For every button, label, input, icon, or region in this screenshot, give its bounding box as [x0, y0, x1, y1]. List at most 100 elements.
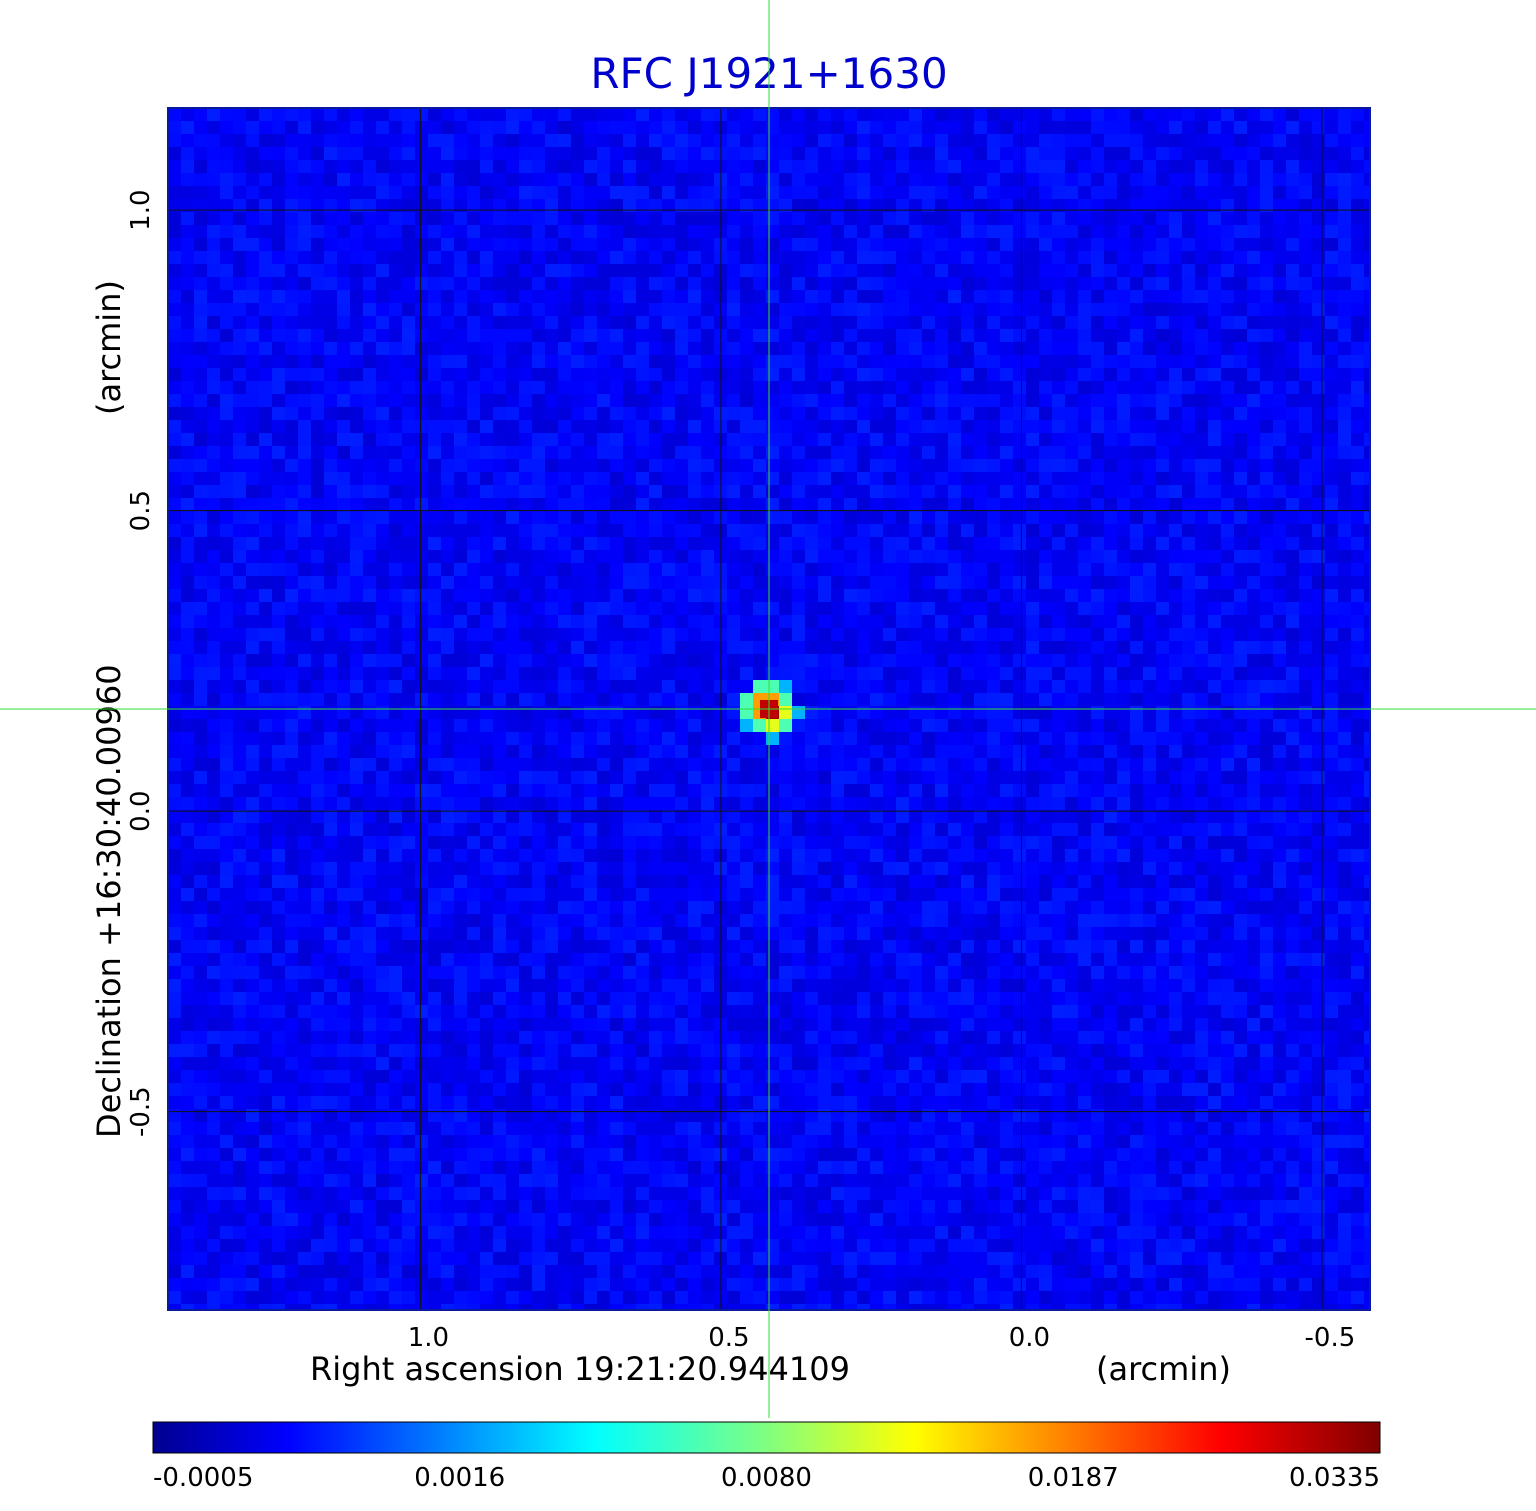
noise-cell — [948, 485, 961, 498]
noise-cell — [1234, 576, 1247, 589]
noise-cell — [987, 706, 1000, 719]
noise-cell — [389, 602, 402, 615]
noise-cell — [376, 316, 389, 329]
noise-cell — [1260, 368, 1273, 381]
noise-cell — [181, 472, 194, 485]
noise-cell — [1169, 134, 1182, 147]
noise-cell — [766, 654, 779, 667]
noise-cell — [649, 368, 662, 381]
noise-cell — [1000, 199, 1013, 212]
noise-cell — [584, 498, 597, 511]
noise-cell — [1130, 173, 1143, 186]
noise-cell — [727, 446, 740, 459]
noise-cell — [363, 394, 376, 407]
noise-cell — [246, 719, 259, 732]
noise-cell — [298, 641, 311, 654]
noise-cell — [831, 316, 844, 329]
noise-cell — [831, 667, 844, 680]
noise-cell — [831, 212, 844, 225]
noise-cell — [597, 797, 610, 810]
noise-cell — [896, 433, 909, 446]
noise-cell — [1130, 615, 1143, 628]
noise-cell — [1078, 394, 1091, 407]
noise-cell — [415, 537, 428, 550]
noise-cell — [1000, 680, 1013, 693]
noise-cell — [1156, 563, 1169, 576]
noise-cell — [545, 342, 558, 355]
noise-cell — [1052, 498, 1065, 511]
noise-cell — [1338, 277, 1351, 290]
noise-cell — [571, 355, 584, 368]
noise-cell — [1364, 420, 1370, 433]
noise-cell — [792, 680, 805, 693]
noise-cell — [740, 121, 753, 134]
noise-cell — [467, 238, 480, 251]
noise-cell — [844, 134, 857, 147]
noise-cell — [1156, 537, 1169, 550]
noise-cell — [285, 290, 298, 303]
noise-cell — [428, 134, 441, 147]
noise-cell — [1143, 199, 1156, 212]
noise-cell — [181, 420, 194, 433]
noise-cell — [1247, 459, 1260, 472]
noise-cell — [376, 667, 389, 680]
noise-cell — [948, 797, 961, 810]
noise-cell — [1130, 160, 1143, 173]
noise-cell — [675, 550, 688, 563]
noise-cell — [441, 147, 454, 160]
noise-cell — [337, 108, 350, 121]
noise-cell — [1234, 355, 1247, 368]
noise-cell — [987, 758, 1000, 771]
noise-cell — [961, 251, 974, 264]
noise-cell — [610, 472, 623, 485]
noise-cell — [974, 602, 987, 615]
noise-cell — [883, 602, 896, 615]
noise-cell — [961, 472, 974, 485]
noise-cell — [1182, 420, 1195, 433]
noise-cell — [194, 394, 207, 407]
noise-cell — [194, 576, 207, 589]
noise-cell — [259, 719, 272, 732]
noise-cell — [1156, 368, 1169, 381]
noise-cell — [1325, 706, 1338, 719]
noise-cell — [636, 498, 649, 511]
noise-cell — [428, 251, 441, 264]
noise-cell — [1117, 355, 1130, 368]
noise-cell — [909, 173, 922, 186]
noise-cell — [324, 797, 337, 810]
noise-cell — [935, 147, 948, 160]
noise-cell — [870, 459, 883, 472]
noise-cell — [558, 342, 571, 355]
noise-cell — [857, 576, 870, 589]
noise-cell — [779, 147, 792, 160]
noise-cell — [974, 589, 987, 602]
noise-cell — [961, 732, 974, 745]
noise-cell — [688, 745, 701, 758]
noise-cell — [181, 290, 194, 303]
noise-cell — [1156, 186, 1169, 199]
noise-cell — [1130, 121, 1143, 134]
noise-cell — [779, 576, 792, 589]
noise-cell — [246, 238, 259, 251]
noise-cell — [1026, 654, 1039, 667]
noise-cell — [181, 511, 194, 524]
noise-cell — [1312, 251, 1325, 264]
noise-cell — [558, 615, 571, 628]
noise-cell — [493, 628, 506, 641]
noise-cell — [311, 550, 324, 563]
noise-cell — [298, 576, 311, 589]
noise-cell — [1273, 186, 1286, 199]
noise-cell — [883, 576, 896, 589]
noise-cell — [1312, 160, 1325, 173]
noise-cell — [1325, 459, 1338, 472]
noise-cell — [1143, 134, 1156, 147]
noise-cell — [870, 732, 883, 745]
noise-cell — [272, 407, 285, 420]
noise-cell — [493, 745, 506, 758]
noise-cell — [285, 550, 298, 563]
noise-cell — [818, 771, 831, 784]
noise-cell — [922, 368, 935, 381]
noise-cell — [454, 563, 467, 576]
noise-cell — [207, 368, 220, 381]
noise-cell — [987, 472, 1000, 485]
